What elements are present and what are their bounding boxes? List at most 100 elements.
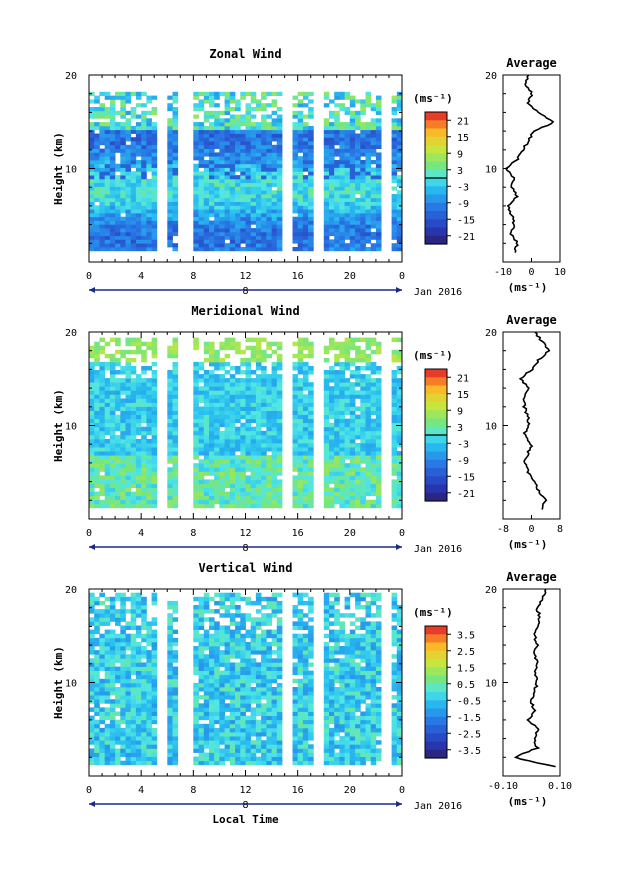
heatmap-cell <box>365 406 372 411</box>
heatmap-cell <box>209 678 215 684</box>
heatmap-cell <box>109 390 116 395</box>
heatmap-cell <box>339 103 345 108</box>
heatmap-cell <box>193 495 199 501</box>
heatmap-cell <box>355 247 361 252</box>
heatmap-cell <box>193 455 199 460</box>
heatmap-cell <box>365 447 372 452</box>
heatmap-cell <box>193 475 199 480</box>
heatmap-cell <box>125 406 132 411</box>
heatmap-cell <box>355 137 361 142</box>
heatmap-cell <box>323 459 330 464</box>
heatmap-cell <box>125 471 132 476</box>
heatmap-cell <box>141 129 147 134</box>
heatmap-cell <box>89 99 95 104</box>
heatmap-cell <box>261 190 267 195</box>
heatmap-cell <box>214 637 220 643</box>
heatmap-cell <box>125 674 132 680</box>
heatmap-cell <box>167 613 173 618</box>
heatmap-cell <box>193 658 199 663</box>
heatmap-cell <box>344 390 351 395</box>
heatmap-cell <box>250 650 257 655</box>
heatmap-cell <box>235 447 241 452</box>
heatmap-cell <box>245 390 252 395</box>
heatmap-cell <box>365 228 372 233</box>
heatmap-cell <box>209 715 215 721</box>
heatmap-cell <box>125 382 132 387</box>
heatmap-cell <box>229 235 236 240</box>
heatmap-cell <box>109 475 116 480</box>
heatmap-cell <box>141 434 147 440</box>
heatmap-cell <box>396 239 403 244</box>
heatmap-cell <box>396 194 403 199</box>
heatmap-cell <box>297 171 304 176</box>
heatmap-cell <box>104 361 111 367</box>
heatmap-cell <box>203 637 210 643</box>
heatmap-cell <box>109 378 116 383</box>
heatmap-cell <box>198 129 205 134</box>
heatmap-cell <box>130 370 137 375</box>
heatmap-cell <box>370 205 377 210</box>
heatmap-cell <box>167 402 173 407</box>
heatmap-cell <box>146 678 152 684</box>
heatmap-cell <box>355 337 361 343</box>
heatmap-cell <box>391 495 398 501</box>
date-label: Jan 2016 <box>414 544 462 555</box>
heatmap-cell <box>302 152 309 157</box>
heatmap-cell <box>125 205 132 210</box>
heatmap-cell <box>151 216 158 221</box>
x-tick-label: 12 <box>239 271 251 282</box>
heatmap-cell <box>125 451 132 456</box>
heatmap-cell <box>146 144 152 149</box>
heatmap-cell <box>396 148 403 153</box>
heatmap-cell <box>193 247 199 252</box>
heatmap-cell <box>219 678 225 684</box>
heatmap-cell <box>255 650 262 655</box>
heatmap-cell <box>219 201 225 206</box>
heatmap-cell <box>219 503 225 509</box>
heatmap-cell <box>250 386 257 391</box>
heatmap-cell <box>255 418 262 424</box>
heatmap-cell <box>104 609 111 614</box>
heatmap-cell <box>209 740 215 745</box>
heatmap-cell <box>255 122 262 127</box>
heatmap-cell <box>375 451 382 456</box>
heatmap-cell <box>224 370 231 375</box>
heatmap-cell <box>391 107 398 112</box>
heatmap-cell <box>151 592 158 598</box>
heatmap-cell <box>344 220 351 225</box>
heatmap-cell <box>167 658 173 663</box>
heatmap-cell <box>193 629 199 635</box>
heatmap-cell <box>104 695 111 700</box>
heatmap-cell <box>135 662 142 667</box>
heatmap-cell <box>219 748 225 753</box>
heatmap-cell <box>396 475 403 480</box>
heatmap-cell <box>109 503 116 509</box>
heatmap-cell <box>255 382 262 387</box>
heatmap-cell <box>266 479 272 484</box>
heatmap-cell <box>339 471 345 476</box>
heatmap-cell <box>219 483 225 488</box>
y-tick-label: 20 <box>65 328 77 339</box>
heatmap-cell <box>302 231 309 237</box>
heatmap-cell <box>209 382 215 387</box>
heatmap-cell <box>375 197 382 202</box>
heatmap-cell <box>167 499 173 505</box>
heatmap-cell <box>198 654 205 659</box>
heatmap-cell <box>245 235 252 240</box>
heatmap-cell <box>229 125 236 131</box>
colorbar-segment <box>425 128 447 138</box>
heatmap-cell <box>135 398 142 403</box>
heatmap-cell <box>120 398 126 403</box>
heatmap-cell <box>339 167 345 172</box>
heatmap-cell <box>203 707 210 712</box>
heatmap-cell <box>229 662 236 667</box>
average-x-tick-label: 0 <box>528 267 534 278</box>
heatmap-cell <box>167 715 173 721</box>
heatmap-cell <box>266 144 272 149</box>
heatmap-cell <box>229 678 236 684</box>
heatmap-cell <box>308 231 314 237</box>
heatmap-cell <box>365 434 372 440</box>
heatmap-cell <box>209 414 215 420</box>
heatmap-cell <box>276 353 283 359</box>
heatmap-cell <box>193 345 199 351</box>
